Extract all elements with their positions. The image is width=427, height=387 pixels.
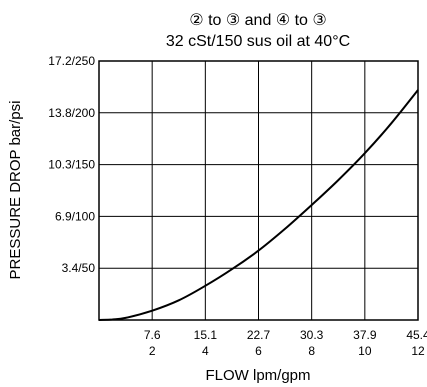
y-tick-label: 6.9/100 <box>55 209 95 223</box>
y-tick-label: 3.4/50 <box>62 261 96 275</box>
chart-subtitle: 32 cSt/150 sus oil at 40°C <box>166 33 350 50</box>
y-tick-labels: 3.4/50 6.9/100 10.3/150 13.8/200 17.2/250 <box>48 54 95 275</box>
y-tick-label: 10.3/150 <box>48 158 95 172</box>
x-tick-label-gpm: 6 <box>255 344 262 358</box>
x-tick-label-lpm: 30.3 <box>300 328 324 342</box>
x-tick-label-lpm: 7.6 <box>144 328 161 342</box>
x-tick-label-gpm: 2 <box>149 344 156 358</box>
x-tick-label-gpm: 8 <box>308 344 315 358</box>
x-tick-labels: 7.6 2 15.1 4 22.7 6 30.3 8 37.9 10 45.4 12 <box>144 328 427 358</box>
x-tick-label-lpm: 15.1 <box>194 328 218 342</box>
y-axis-label: PRESSURE DROP bar/psi <box>7 101 24 280</box>
y-tick-label: 13.8/200 <box>48 106 95 120</box>
x-tick-label-gpm: 10 <box>358 344 372 358</box>
x-tick-label-gpm: 4 <box>202 344 209 358</box>
grid-lines <box>99 60 418 320</box>
x-tick-label-lpm: 37.9 <box>353 328 377 342</box>
x-tick-label-lpm: 22.7 <box>247 328 271 342</box>
chart-title: ② to ③ and ④ to ③ <box>189 12 326 29</box>
plot-frame <box>98 60 419 321</box>
y-tick-label: 17.2/250 <box>48 54 95 68</box>
x-tick-label-lpm: 45.4 <box>406 328 427 342</box>
pressure-drop-curve <box>98 89 419 321</box>
x-tick-label-gpm: 12 <box>411 344 425 358</box>
x-axis-label: FLOW lpm/gpm <box>205 367 310 384</box>
